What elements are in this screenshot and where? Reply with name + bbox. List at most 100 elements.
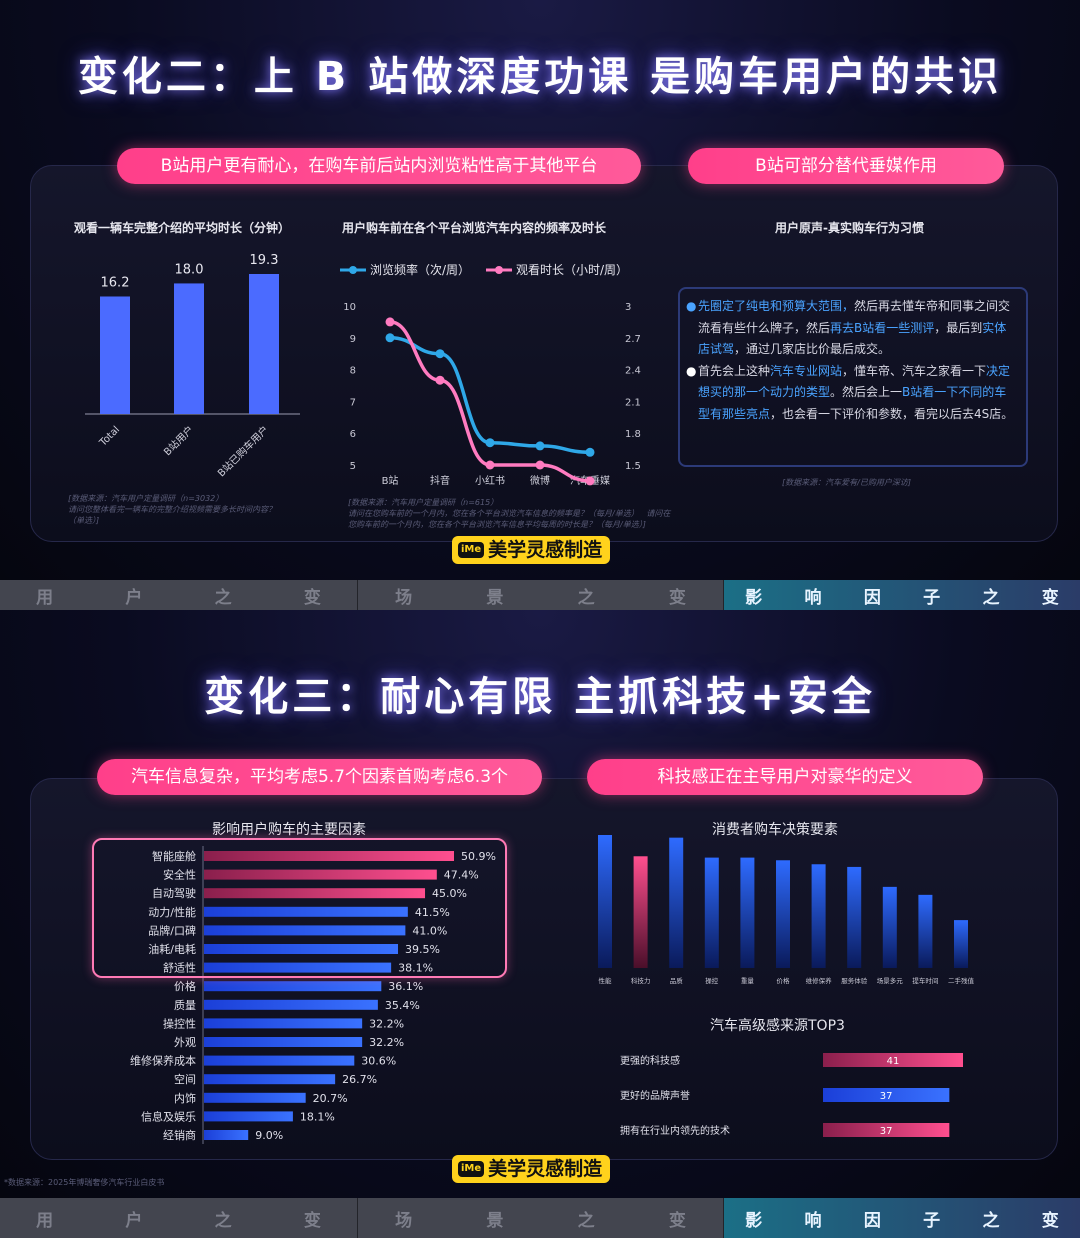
series-point <box>585 447 595 457</box>
bar <box>954 920 968 968</box>
nav-char: 之 <box>982 587 1000 608</box>
data-label: 35.4% <box>385 999 420 1012</box>
quote-2: ● 首先会上这种汽车专业网站，懂车帝、汽车之家看一下决定想买的那一个动力的类型。然… <box>686 363 1014 421</box>
nav-char: 因 <box>863 1210 881 1231</box>
category-label: 智能座舱 <box>152 849 196 863</box>
nav-user-change[interactable]: 用户之变 <box>0 1198 358 1238</box>
data-label: 36.1% <box>388 980 423 993</box>
category-label: 舒适性 <box>163 961 196 975</box>
nav-factor-change[interactable]: 影响因子之变 <box>724 580 1080 610</box>
nav-char: 变 <box>1041 1210 1059 1231</box>
series-point <box>435 349 445 359</box>
purchase-factors-bar-chart: 智能座舱 50.9% 安全性 47.4% 自动驾驶 45.0% 动力/性能 41.5% 品牌/口… <box>130 846 496 1144</box>
bar <box>100 296 130 414</box>
category-label: 外观 <box>174 1036 196 1049</box>
data-label: 16.2 <box>101 275 130 290</box>
slide2-pill-right: 科技感正在主导用户对豪华的定义 <box>587 759 983 795</box>
y-right-tick: 2.7 <box>625 334 641 345</box>
brand-logo-text: 美学灵感制造 <box>488 539 603 561</box>
slide2-footnote: *数据来源：2025年博瑞奢侈汽车行业白皮书 <box>4 1178 165 1187</box>
source-note-3: [数据来源：汽车爱有/已购用户深访] <box>782 478 911 487</box>
nav-char: 响 <box>804 587 822 608</box>
platform-frequency-line-chart: 56789101.51.82.12.42.73B站抖音小红书微博汽车垂媒浏览频率… <box>340 262 641 487</box>
series-line <box>389 336 591 455</box>
premium-source-bar-chart: 更强的科技感 41 更好的品牌声誉 37 拥有在行业内领先的技术 37 <box>620 1053 963 1137</box>
brand-logo: iMe 美学灵感制造 <box>452 1155 611 1183</box>
category-label: 更强的科技感 <box>620 1054 680 1067</box>
quote-text: 首先会上这种 <box>698 363 771 378</box>
nav-char: 之 <box>577 1210 595 1231</box>
category-label: 操控 <box>705 976 719 985</box>
user-quote-box: ● 先圈定了纯电和预算大范围，然后再去懂车帝和同事之间交流看有些什么牌子，然后再去… <box>678 287 1028 467</box>
nav-char: 用 <box>36 1210 54 1231</box>
nav-char: 场 <box>395 587 413 608</box>
category-label: 安全性 <box>163 868 196 882</box>
nav-char: 变 <box>303 1210 321 1231</box>
quote-text: ，也会看一下评价和参数，看完以后去4S店。 <box>770 406 1014 421</box>
nav-user-change[interactable]: 用户之变 <box>0 580 358 610</box>
category-label: 动力/性能 <box>148 905 196 919</box>
bar <box>823 1053 963 1067</box>
legend-swatch-dot <box>495 266 503 274</box>
nav-scene-change[interactable]: 场景之变 <box>358 1198 724 1238</box>
quote-text: ，通过几家店比价最后成交。 <box>734 342 891 356</box>
nav-char: 景 <box>486 1210 504 1231</box>
category-label: 维修保养成本 <box>130 1054 196 1068</box>
brand-logo-text: 美学灵感制造 <box>488 1158 603 1180</box>
series-point <box>485 438 495 448</box>
nav-char: 之 <box>577 587 595 608</box>
bar <box>204 962 392 973</box>
bar <box>811 864 826 968</box>
category-label: 服务体验 <box>841 976 868 985</box>
nav-scene-change[interactable]: 场景之变 <box>358 580 724 610</box>
chart1-title: 观看一辆车完整介绍的平均时长（分钟） <box>74 221 291 235</box>
nav-char: 景 <box>486 587 504 608</box>
y-left-tick: 9 <box>350 334 356 345</box>
bar <box>918 894 933 968</box>
category-label: 更好的品牌声誉 <box>620 1089 690 1102</box>
x-tick-label: 小红书 <box>475 474 505 487</box>
data-label: 9.0% <box>255 1129 283 1142</box>
data-label: 39.5% <box>405 943 440 956</box>
nav-factor-change[interactable]: 影响因子之变 <box>724 1198 1080 1238</box>
nav-char: 影 <box>745 1210 763 1231</box>
category-label: 重量 <box>741 977 755 985</box>
data-label: 18.1% <box>300 1110 335 1123</box>
x-tick-label: 微博 <box>530 474 550 487</box>
nav-char: 之 <box>214 587 232 608</box>
bar <box>669 837 684 968</box>
bar <box>847 866 862 968</box>
nav-char: 响 <box>804 1210 822 1231</box>
quote-text: 。然后会上一 <box>830 385 903 399</box>
bar <box>204 851 454 861</box>
data-label: 26.7% <box>342 1073 377 1086</box>
data-label: 32.2% <box>369 1017 404 1030</box>
y-left-tick: 5 <box>350 461 356 472</box>
category-label: 提车时间 <box>912 976 938 985</box>
data-label: 41.5% <box>415 906 450 919</box>
chart5-title: 消费者购车决策要素 <box>712 822 838 838</box>
bar <box>882 886 897 968</box>
slide-change-two: 变化二：上 B 站做深度功课 是购车用户的共识 B站用户更有耐心，在购车前后站内… <box>0 0 1080 580</box>
nav-char: 用 <box>36 587 54 608</box>
nav-char: 影 <box>745 587 763 608</box>
quote-text: ，懂车帝、汽车之家看一下 <box>842 363 987 378</box>
nav-char: 因 <box>863 587 881 608</box>
series-line <box>389 320 591 483</box>
data-label: 30.6% <box>361 1055 396 1068</box>
category-label: 内饰 <box>174 1091 196 1105</box>
bar <box>823 1088 950 1102</box>
nav-char: 子 <box>923 1210 941 1231</box>
y-left-tick: 7 <box>350 397 356 408</box>
category-label: 二手残值 <box>948 976 975 985</box>
bar <box>174 283 204 414</box>
legend-label: 观看时长（小时/周） <box>516 263 628 277</box>
panel3-title: 用户原声-真实购车行为习惯 <box>775 221 924 235</box>
bar <box>204 981 382 992</box>
bar <box>249 274 279 414</box>
category-label: 操控性 <box>163 1016 196 1030</box>
bar <box>204 1111 293 1122</box>
nav-char: 之 <box>982 1210 1000 1231</box>
quote-highlight: 再去B站看一些测评 <box>830 320 935 335</box>
data-label: 32.2% <box>369 1036 404 1049</box>
